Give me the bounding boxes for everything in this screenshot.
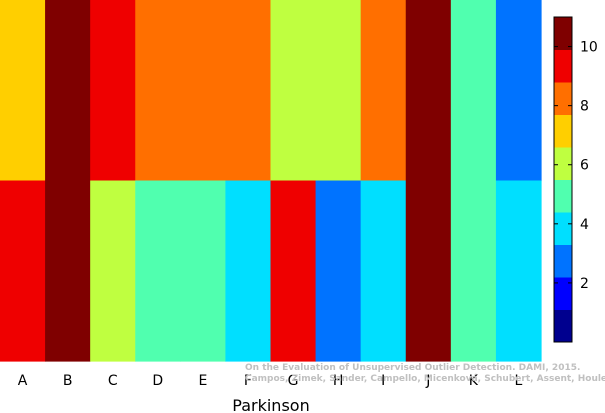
colorbar-tick-label-8: 8 bbox=[580, 99, 589, 115]
heatmap-cell-i-row-2 bbox=[360, 180, 407, 362]
colorbar-segment-4 bbox=[554, 212, 572, 245]
x-tick-label-l: L bbox=[515, 373, 523, 389]
heatmap-cell-a-row-1 bbox=[0, 0, 46, 182]
x-tick-label-k: K bbox=[469, 373, 479, 389]
colorbar-tick-label-2: 2 bbox=[580, 276, 589, 292]
colorbar-frame bbox=[553, 16, 573, 343]
x-tick-label-e: E bbox=[198, 373, 207, 389]
colorbar: 2 4 6 8 10 bbox=[553, 16, 598, 343]
colorbar-tick-label-4: 4 bbox=[580, 217, 589, 233]
heatmap-cell-h-row-1 bbox=[315, 0, 362, 182]
x-tick-labels: A B C D E F G H I J K L bbox=[18, 373, 523, 389]
heatmap-cell-g-row-1 bbox=[270, 0, 317, 182]
x-tick-label-j: J bbox=[425, 373, 430, 389]
colorbar-segment-2 bbox=[554, 277, 572, 310]
colorbar-segment-8 bbox=[554, 82, 572, 115]
heatmap-cell-f-row-1 bbox=[225, 0, 272, 182]
x-tick-label-g: G bbox=[288, 373, 299, 389]
heatmap-cell-e-row-1 bbox=[180, 0, 227, 182]
colorbar-segment-3 bbox=[554, 244, 572, 278]
colorbar-segment-1 bbox=[554, 309, 572, 343]
x-tick-label-d: D bbox=[152, 373, 163, 389]
heatmap-cell-c-row-1 bbox=[90, 0, 136, 182]
heatmap-cell-l-row-2 bbox=[495, 180, 542, 362]
colorbar-segment-5 bbox=[554, 179, 572, 213]
x-tick-label-h: H bbox=[333, 373, 344, 389]
heatmap-cell-b-row-1 bbox=[45, 0, 91, 182]
x-tick-label-i: I bbox=[381, 373, 385, 389]
heatmap-cell-h-row-2 bbox=[315, 180, 362, 362]
heatmap-cell-j-row-1 bbox=[405, 0, 452, 182]
heatmap-cells bbox=[0, 0, 542, 362]
heatmap-cell-a-row-2 bbox=[0, 180, 46, 362]
heatmap-cell-l-row-1 bbox=[495, 0, 542, 182]
heatmap-cell-j-row-2 bbox=[405, 180, 452, 362]
colorbar-tick-label-6: 6 bbox=[580, 158, 589, 174]
heatmap-cell-d-row-2 bbox=[135, 180, 181, 362]
watermark-line-2: Campos, Zimek, Sander, Campello, Micenko… bbox=[245, 374, 605, 384]
heatmap-cell-k-row-2 bbox=[450, 180, 497, 362]
watermark-line-1: On the Evaluation of Unsupervised Outlie… bbox=[245, 363, 580, 373]
colorbar-tick-label-10: 10 bbox=[580, 40, 598, 56]
colorbar-segment-10 bbox=[554, 17, 572, 50]
colorbar-segment-6 bbox=[554, 147, 572, 180]
heatmap-cell-b-row-2 bbox=[45, 180, 91, 362]
x-axis-label: Parkinson bbox=[232, 396, 309, 413]
heatmap-cell-f-row-2 bbox=[225, 180, 272, 362]
heatmap-cell-k-row-1 bbox=[450, 0, 497, 182]
x-tick-label-b: B bbox=[63, 373, 73, 389]
heatmap-cell-d-row-1 bbox=[135, 0, 181, 182]
heatmap-cell-g-row-2 bbox=[270, 180, 317, 362]
colorbar-segment-7 bbox=[554, 114, 572, 148]
x-tick-label-f: F bbox=[244, 373, 252, 389]
colorbar-segment-9 bbox=[554, 49, 572, 83]
x-tick-label-c: C bbox=[108, 373, 118, 389]
heatmap-cell-e-row-2 bbox=[180, 180, 227, 362]
x-tick-label-a: A bbox=[18, 373, 28, 389]
heatmap-cell-i-row-1 bbox=[360, 0, 407, 182]
heatmap-cell-c-row-2 bbox=[90, 180, 136, 362]
